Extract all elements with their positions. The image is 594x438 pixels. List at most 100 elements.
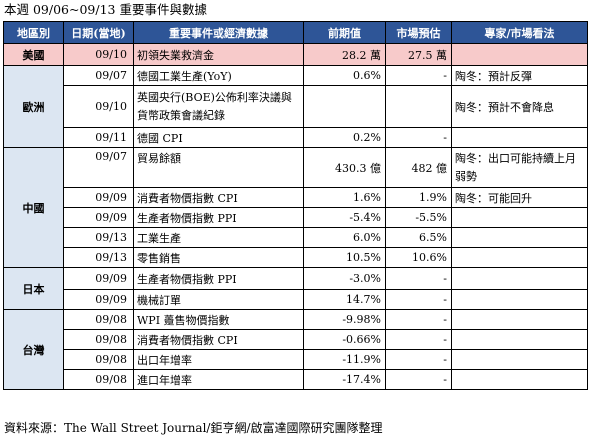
event-cell: 消費者物價指數 CPI <box>133 187 304 208</box>
previous-cell: 430.3 億 <box>303 147 386 188</box>
forecast-cell: 27.5 萬 <box>385 43 452 66</box>
forecast-cell: 1.9% <box>385 187 452 208</box>
comment-cell: 陶冬：可能回升 <box>451 187 588 208</box>
date-cell: 09/11 <box>63 127 134 148</box>
source-footnote: 資料來源：The Wall Street Journal/鉅亨網/啟富達國際研究… <box>4 421 383 435</box>
table-row: 09/10 英國央行(BOE)公佈利率決議與貨幣政策會議紀錄 陶冬：預計不會降息 <box>4 85 588 128</box>
date-cell: 09/08 <box>63 309 134 330</box>
comment-cell <box>451 227 588 248</box>
date-cell: 09/08 <box>63 329 134 350</box>
event-cell: 德國 CPI <box>133 127 304 148</box>
comment-cell <box>451 289 588 310</box>
date-cell: 09/09 <box>63 267 134 290</box>
forecast-cell: -5.5% <box>385 207 452 228</box>
date-cell: 09/10 <box>63 85 134 128</box>
table-row: 09/08 進口年增率 -17.4% - <box>4 369 588 390</box>
date-cell: 09/13 <box>63 247 134 268</box>
forecast-cell: 482 億 <box>385 147 452 188</box>
table-row: 09/09 消費者物價指數 CPI 1.6% 1.9% 陶冬：可能回升 <box>4 187 588 208</box>
header-comment: 專家/市場看法 <box>451 21 588 44</box>
previous-cell: 0.2% <box>303 127 386 148</box>
previous-cell: 6.0% <box>303 227 386 248</box>
table-row: 09/08 消費者物價指數 CPI -0.66% - <box>4 329 588 350</box>
previous-cell: 0.6% <box>303 65 386 86</box>
forecast-cell <box>385 85 452 128</box>
forecast-cell: 10.6% <box>385 247 452 268</box>
event-cell: 工業生產 <box>133 227 304 248</box>
event-cell: 機械訂單 <box>133 289 304 310</box>
date-cell: 09/09 <box>63 187 134 208</box>
region-taiwan: 台灣 <box>3 309 64 390</box>
comment-cell <box>451 127 588 148</box>
comment-cell <box>451 349 588 370</box>
comment-cell: 陶冬：出口可能持續上月弱勢 <box>451 147 588 188</box>
table-row: 09/09 機械訂單 14.7% - <box>4 289 588 310</box>
comment-cell <box>451 247 588 268</box>
previous-cell: 14.7% <box>303 289 386 310</box>
forecast-cell: - <box>385 289 452 310</box>
date-cell: 09/07 <box>63 147 134 188</box>
header-event: 重要事件或經濟數據 <box>133 21 304 44</box>
comment-cell <box>451 207 588 228</box>
previous-cell: -3.0% <box>303 267 386 290</box>
comment-cell <box>451 329 588 350</box>
date-cell: 09/08 <box>63 369 134 390</box>
table-row: 09/08 出口年增率 -11.9% - <box>4 349 588 370</box>
event-cell: 消費者物價指數 CPI <box>133 329 304 350</box>
previous-cell <box>303 85 386 128</box>
region-japan: 日本 <box>3 267 64 310</box>
date-cell: 09/08 <box>63 349 134 370</box>
previous-cell: 1.6% <box>303 187 386 208</box>
event-cell: 生產者物價指數 PPI <box>133 207 304 228</box>
forecast-cell: - <box>385 309 452 330</box>
region-usa: 美國 <box>3 43 64 66</box>
table-row: 歐洲 09/07 德國工業生產(YoY) 0.6% - 陶冬：預計反彈 <box>3 65 588 148</box>
header-previous: 前期值 <box>303 21 386 44</box>
table-row: 美國 09/10 初領失業救濟金 28.2 萬 27.5 萬 <box>3 43 588 66</box>
comment-cell: 陶冬：預計不會降息 <box>451 85 588 128</box>
previous-cell: 28.2 萬 <box>303 43 386 66</box>
event-cell: 英國央行(BOE)公佈利率決議與貨幣政策會議紀錄 <box>133 85 304 128</box>
forecast-cell: - <box>385 127 452 148</box>
event-cell: WPI 躉售物價指數 <box>133 309 304 330</box>
event-cell: 生產者物價指數 PPI <box>133 267 304 290</box>
date-cell: 09/07 <box>63 65 134 86</box>
forecast-cell: - <box>385 369 452 390</box>
comment-cell <box>451 43 588 66</box>
event-cell: 進口年增率 <box>133 369 304 390</box>
header-forecast: 市場預估 <box>385 21 452 44</box>
table-header-row: 地區別 日期(當地) 重要事件或經濟數據 前期值 市場預估 專家/市場看法 <box>3 21 588 44</box>
event-cell: 零售銷售 <box>133 247 304 268</box>
forecast-cell: - <box>385 65 452 86</box>
comment-cell <box>451 369 588 390</box>
region-china: 中國 <box>3 147 64 268</box>
previous-cell: 10.5% <box>303 247 386 268</box>
comment-cell <box>451 309 588 330</box>
page-title: 本週 09/06~09/13 重要事件與數據 <box>4 2 207 17</box>
date-cell: 09/09 <box>63 207 134 228</box>
region-europe: 歐洲 <box>3 65 64 148</box>
previous-cell: -11.9% <box>303 349 386 370</box>
previous-cell: -0.66% <box>303 329 386 350</box>
previous-cell: -5.4% <box>303 207 386 228</box>
forecast-cell: - <box>385 267 452 290</box>
event-cell: 貿易餘額 <box>133 147 304 188</box>
previous-cell: -9.98% <box>303 309 386 330</box>
table-row: 中國 09/07 貿易餘額 430.3 億 482 億 陶冬：出口可能持續上月弱… <box>3 147 588 268</box>
event-cell: 出口年增率 <box>133 349 304 370</box>
event-cell: 德國工業生產(YoY) <box>133 65 304 86</box>
previous-cell: -17.4% <box>303 369 386 390</box>
table-row: 09/13 工業生產 6.0% 6.5% <box>4 227 588 248</box>
date-cell: 09/09 <box>63 289 134 310</box>
event-cell: 初領失業救濟金 <box>133 43 304 66</box>
date-cell: 09/10 <box>63 43 134 66</box>
date-cell: 09/13 <box>63 227 134 248</box>
table-row: 09/13 零售銷售 10.5% 10.6% <box>4 247 588 268</box>
table-row: 09/11 德國 CPI 0.2% - <box>4 127 588 148</box>
table-row: 日本 09/09 生產者物價指數 PPI -3.0% - <box>3 267 588 310</box>
forecast-cell: 6.5% <box>385 227 452 248</box>
header-date: 日期(當地) <box>63 21 134 44</box>
table-row: 台灣 09/08 WPI 躉售物價指數 -9.98% - <box>3 309 588 390</box>
comment-cell: 陶冬：預計反彈 <box>451 65 588 86</box>
events-table: 地區別 日期(當地) 重要事件或經濟數據 前期值 市場預估 專家/市場看法 美國… <box>3 21 588 390</box>
